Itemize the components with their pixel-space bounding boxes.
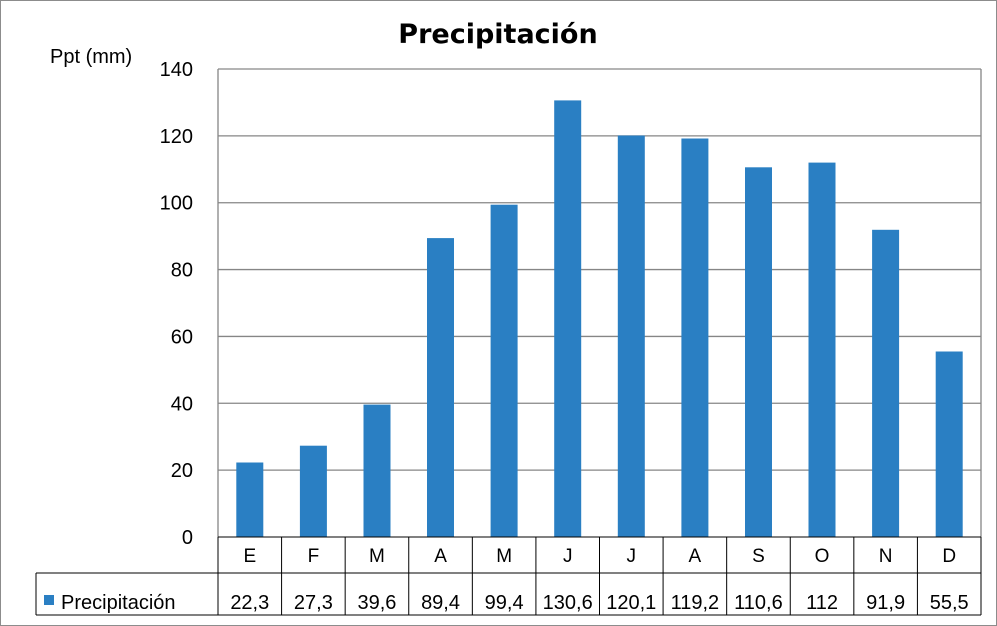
bar	[745, 167, 772, 538]
data-table-value: 55,5	[930, 592, 969, 614]
bar	[299, 445, 327, 537]
data-table-value: 130,6	[543, 592, 593, 614]
x-category-label: M	[496, 546, 512, 567]
bar	[363, 404, 391, 537]
data-table-value: 99,4	[485, 592, 524, 614]
gridlines	[217, 68, 982, 537]
x-category-label: E	[243, 546, 256, 567]
x-category-label: A	[434, 546, 447, 567]
bar	[490, 204, 518, 537]
legend-swatch	[44, 595, 54, 605]
data-table-value: 119,2	[671, 592, 720, 614]
y-tick-label: 100	[160, 193, 193, 215]
x-category-label: F	[308, 546, 320, 567]
x-category-label: O	[815, 546, 830, 567]
bars	[236, 100, 963, 538]
data-table-value: 112	[806, 592, 838, 614]
bar	[681, 138, 709, 537]
bar	[872, 229, 900, 538]
data-table-value: 120,1	[606, 592, 656, 614]
x-category-label: N	[879, 546, 893, 567]
y-tick-label: 80	[171, 260, 193, 282]
bar	[236, 462, 264, 537]
y-tick-label: 60	[171, 326, 193, 348]
y-tick-label: 40	[171, 393, 193, 415]
legend-series-name: Precipitación	[61, 592, 176, 614]
x-category-label: J	[563, 546, 573, 567]
data-table-value: 91,9	[866, 592, 905, 614]
x-category-label: A	[689, 546, 702, 567]
y-tick-label: 20	[171, 460, 193, 482]
x-category-label: S	[752, 546, 765, 567]
bar	[554, 100, 582, 538]
bar	[427, 238, 454, 537]
x-category-label: D	[942, 546, 956, 567]
y-tick-labels: 0 20 40 60 80 100 120 140	[160, 59, 193, 549]
bar	[617, 135, 645, 537]
x-category-label: M	[369, 546, 385, 567]
data-table-value: 89,4	[421, 592, 460, 614]
data-table-value: 39,6	[357, 592, 396, 614]
data-table-value: 27,3	[294, 592, 333, 614]
x-category-label: J	[627, 546, 637, 567]
data-table: Precipitación E 22,3 F 27,3 M 39,6 A 89,4 M 99,4 J…	[35, 536, 982, 616]
bar	[808, 162, 836, 537]
data-table-value: 22,3	[230, 592, 269, 614]
y-tick-label: 120	[160, 126, 193, 148]
y-tick-label: 0	[182, 527, 193, 549]
y-tick-label: 140	[160, 59, 193, 81]
data-table-value: 110,6	[734, 592, 783, 614]
chart-title: Precipitación	[398, 19, 597, 50]
bar	[935, 351, 963, 537]
y-axis-label: Ppt (mm)	[50, 46, 132, 68]
